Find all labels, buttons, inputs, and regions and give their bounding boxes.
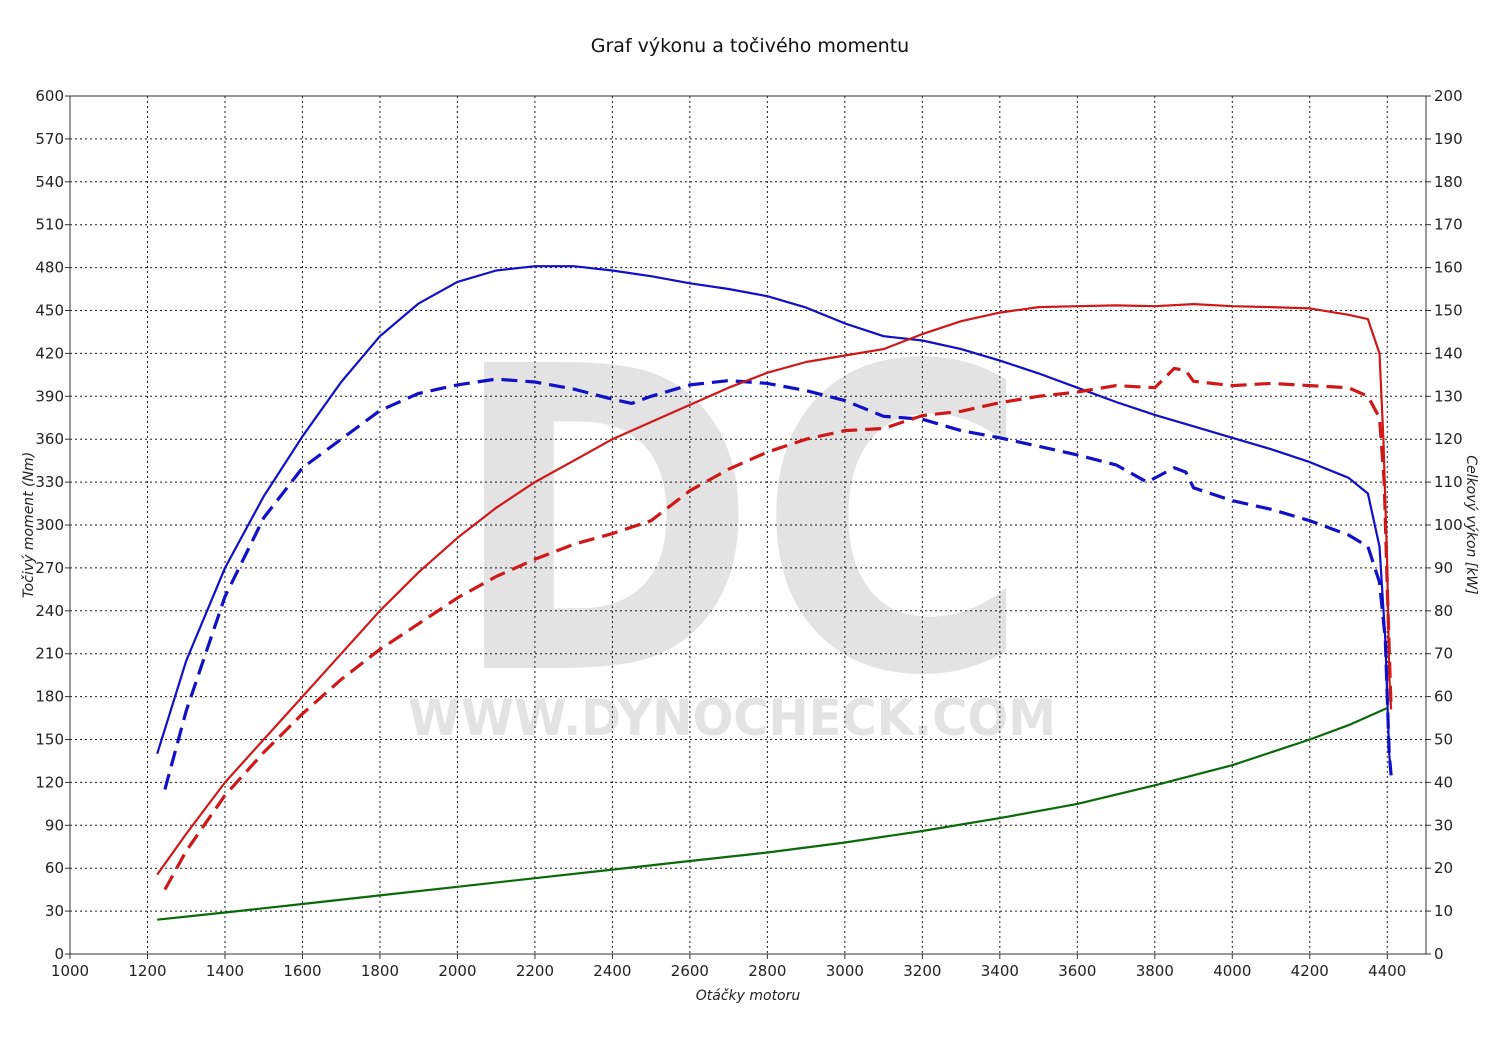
x-tick-label: 1000 (51, 962, 89, 980)
right-tick-label: 180 (1434, 173, 1463, 191)
series-line-5 (157, 706, 1388, 921)
x-tick-label: 3200 (903, 962, 941, 980)
left-tick-label: 30 (45, 902, 64, 920)
left-tick-label: 360 (35, 430, 64, 448)
series-line-2 (163, 377, 1393, 790)
left-tick-label: 390 (35, 387, 64, 405)
left-tick-label: 480 (35, 259, 64, 277)
right-tick-label: 200 (1434, 87, 1463, 105)
right-tick-label: 20 (1434, 859, 1453, 877)
left-tick-label: 570 (35, 130, 64, 148)
right-tick-label: 190 (1434, 130, 1463, 148)
left-tick-label: 150 (35, 731, 64, 749)
series-lines (156, 265, 1393, 921)
x-tick-label: 3800 (1136, 962, 1174, 980)
right-tick-label: 150 (1434, 302, 1463, 320)
x-tick-label: 4200 (1291, 962, 1329, 980)
series-line-1 (156, 265, 1393, 776)
right-tick-label: 120 (1434, 430, 1463, 448)
right-tick-label: 90 (1434, 559, 1453, 577)
left-tick-label: 540 (35, 173, 64, 191)
right-tick-label: 130 (1434, 387, 1463, 405)
x-tick-label: 2800 (748, 962, 786, 980)
x-tick-label: 3000 (826, 962, 864, 980)
x-tick-label: 2600 (671, 962, 709, 980)
right-tick-label: 100 (1434, 516, 1463, 534)
watermark: DC WWW.DYNOCHECK.COM (408, 279, 1056, 768)
x-tick-label: 4400 (1368, 962, 1406, 980)
series-line-3 (156, 303, 1393, 876)
left-axis-label: Točivý moment (Nm) (21, 452, 37, 598)
left-tick-label: 120 (35, 773, 64, 791)
right-tick-label: 160 (1434, 259, 1463, 277)
right-axis-label: Celkový výkon [kW] (1463, 455, 1479, 594)
right-tick-label: 110 (1434, 473, 1463, 491)
watermark-logo: DC (450, 279, 1030, 768)
right-tick-label: 80 (1434, 602, 1453, 620)
x-tick-label: 2000 (438, 962, 476, 980)
left-tick-label: 90 (45, 816, 64, 834)
left-tick-label: 510 (35, 216, 64, 234)
right-tick-label: 0 (1434, 945, 1444, 963)
right-axis-ticks: 0 10 20 30 40 50 60 70 80 90 100 110 120 130 140 150 160… (1426, 87, 1463, 963)
right-tick-label: 10 (1434, 902, 1453, 920)
left-tick-label: 270 (35, 559, 64, 577)
x-tick-label: 2200 (516, 962, 554, 980)
x-tick-label: 1400 (206, 962, 244, 980)
left-tick-label: 240 (35, 602, 64, 620)
x-tick-label: 3400 (981, 962, 1019, 980)
left-tick-label: 420 (35, 344, 64, 362)
left-tick-label: 330 (35, 473, 64, 491)
right-tick-label: 170 (1434, 216, 1463, 234)
left-tick-label: 600 (35, 87, 64, 105)
x-tick-label: 1200 (128, 962, 166, 980)
x-tick-label: 2400 (593, 962, 631, 980)
left-tick-label: 210 (35, 645, 64, 663)
right-tick-label: 70 (1434, 645, 1453, 663)
x-tick-label: 3600 (1058, 962, 1096, 980)
right-tick-label: 30 (1434, 816, 1453, 834)
x-axis-ticks: 1000 1200 1400 1600 1800 2000 2200 2400 2600 2800… (51, 954, 1406, 980)
left-tick-label: 0 (54, 945, 64, 963)
x-tick-label: 1800 (361, 962, 399, 980)
x-axis-label: Otáčky motoru (696, 988, 801, 1004)
right-tick-label: 50 (1434, 731, 1453, 749)
series-line-4 (163, 366, 1393, 891)
grid-lines (70, 96, 1426, 954)
left-tick-label: 450 (35, 302, 64, 320)
watermark-url: WWW.DYNOCHECK.COM (408, 689, 1056, 747)
right-tick-label: 60 (1434, 688, 1453, 706)
chart-title: Graf výkonu a točivého momentu (591, 35, 909, 57)
left-tick-label: 180 (35, 688, 64, 706)
left-tick-label: 300 (35, 516, 64, 534)
left-axis-ticks: 0 30 60 90 120 150 180 210 240 270 300 330 360 390 420… (35, 87, 70, 963)
right-tick-label: 140 (1434, 344, 1463, 362)
right-tick-label: 40 (1434, 773, 1453, 791)
left-tick-label: 60 (45, 859, 64, 877)
x-tick-label: 4000 (1213, 962, 1251, 980)
x-tick-label: 1600 (283, 962, 321, 980)
